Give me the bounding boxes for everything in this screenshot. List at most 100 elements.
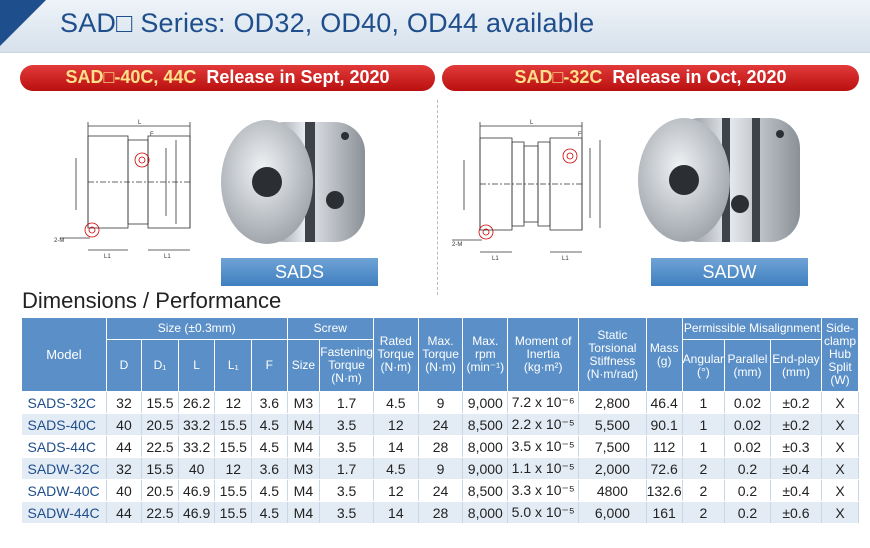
dimensions-performance-table: Model Size (±0.3mm) Screw Rated Torque (…	[21, 317, 859, 524]
col-d1: D₁	[141, 339, 179, 392]
col-endplay: End-play (mm)	[769, 339, 823, 392]
table-cell-side: X	[821, 391, 859, 414]
table-cell-inertia: 3.3 x 10⁻⁵	[507, 479, 580, 502]
table-cell-D1: 22.5	[141, 435, 179, 458]
table-cell-L1: 12	[214, 391, 253, 414]
table-cell-D: 32	[106, 457, 143, 480]
table-cell-size: M4	[287, 501, 321, 524]
col-size-group: Size (±0.3mm)	[105, 317, 288, 340]
table-cell-model: SADW-44C	[21, 501, 107, 524]
table-cell-rated: 12	[373, 413, 419, 436]
col-max-rpm: Max. rpm (min⁻¹)	[462, 317, 509, 392]
table-cell-mass: 132.6	[646, 479, 683, 502]
banner-release: Release in Sept, 2020	[206, 67, 390, 87]
table-cell-D: 32	[106, 391, 143, 414]
table-cell-max: 9	[418, 457, 464, 480]
table-cell-fasten: 1.7	[319, 457, 374, 480]
sadw-technical-drawing: L F 2-M L1 L1	[452, 120, 601, 262]
banner-model: SAD□-32C	[514, 67, 603, 87]
table-cell-end: ±0.2	[770, 391, 823, 414]
table-cell-fasten: 1.7	[319, 391, 374, 414]
table-cell-ang: 1	[682, 391, 726, 414]
table-cell-size: M4	[287, 413, 321, 436]
table-cell-L: 26.2	[178, 391, 216, 414]
table-cell-model: SADS-32C	[21, 391, 107, 414]
table-cell-L: 46.9	[178, 501, 216, 524]
table-cell-L: 40	[178, 457, 216, 480]
col-angular: Angular (°)	[681, 339, 726, 392]
table-cell-L: 33.2	[178, 413, 216, 436]
banner-release: Release in Oct, 2020	[612, 67, 787, 87]
table-cell-ang: 1	[682, 413, 726, 436]
table-cell-par: 0.2	[724, 457, 771, 480]
col-screw-size: Size	[286, 339, 321, 392]
page-header: SAD□ Series: OD32, OD40, OD44 available	[0, 0, 870, 53]
table-cell-rated: 14	[373, 501, 419, 524]
table-cell-F: 4.5	[251, 479, 288, 502]
screw-label: 2-M	[452, 242, 462, 248]
page-title: SAD□ Series: OD32, OD40, OD44 available	[60, 8, 595, 38]
table-cell-par: 0.2	[724, 479, 771, 502]
table-cell-inertia: 7.2 x 10⁻⁶	[507, 391, 580, 414]
table-cell-max: 28	[418, 435, 464, 458]
table-cell-stiff: 5,500	[578, 413, 647, 436]
table-cell-D: 40	[106, 479, 143, 502]
table-cell-end: ±0.2	[770, 413, 823, 436]
table-cell-rpm: 9,000	[462, 457, 509, 480]
col-side-clamp: Side-clamp Hub Split (W)	[821, 317, 859, 392]
dim-l1-label: L1	[104, 254, 111, 260]
banner-model: SAD□-40C, 44C	[65, 67, 197, 87]
table-cell-max: 24	[418, 479, 464, 502]
table-cell-end: ±0.4	[770, 479, 823, 502]
table-cell-L1: 15.5	[214, 435, 253, 458]
table-cell-rpm: 8,000	[462, 435, 509, 458]
table-cell-D1: 15.5	[141, 391, 179, 414]
header-corner-triangle	[0, 0, 46, 46]
table-cell-F: 3.6	[251, 391, 288, 414]
table-cell-rated: 14	[373, 435, 419, 458]
release-banner-right: SAD□-32C Release in Oct, 2020	[442, 65, 859, 91]
table-cell-size: M4	[287, 435, 321, 458]
table-body: SADS-32C 32 15.5 26.2 12 3.6 M3 1.7 4.5 9 9,000 7.2…	[21, 391, 859, 524]
product-label-sads: SADS	[221, 258, 378, 286]
table-cell-D1: 20.5	[141, 479, 179, 502]
col-parallel: Parallel (mm)	[724, 339, 771, 392]
table-row: SADS-40C 40 20.5 33.2 15.5 4.5 M4 3.5 12 24 8,500 2…	[21, 413, 859, 436]
table-row: SADS-32C 32 15.5 26.2 12 3.6 M3 1.7 4.5 9 9,000 7.2…	[21, 391, 859, 414]
table-cell-rated: 4.5	[373, 457, 419, 480]
table-cell-fasten: 3.5	[319, 435, 374, 458]
table-cell-rpm: 8,000	[462, 501, 509, 524]
sads-technical-drawing: L F 2-M L1 L1	[54, 120, 191, 260]
col-mass: Mass (g)	[645, 317, 683, 392]
table-cell-model: SADW-40C	[21, 479, 107, 502]
table-cell-L1: 15.5	[214, 501, 253, 524]
col-fastening-torque: Fastening Torque (N·m)	[319, 339, 374, 392]
table-cell-D: 40	[106, 413, 143, 436]
table-row: SADS-44C 44 22.5 33.2 15.5 4.5 M4 3.5 14 28 8,000 3…	[21, 435, 859, 458]
table-cell-par: 0.02	[724, 435, 771, 458]
table-cell-size: M3	[287, 457, 321, 480]
table-cell-size: M4	[287, 479, 321, 502]
table-cell-max: 28	[418, 501, 464, 524]
table-cell-F: 4.5	[251, 435, 288, 458]
dim-l-label: L	[530, 120, 534, 126]
col-l1: L₁	[214, 339, 253, 392]
col-f: F	[251, 339, 288, 392]
table-cell-F: 3.6	[251, 457, 288, 480]
table-cell-L1: 15.5	[214, 413, 253, 436]
table-cell-par: 0.02	[724, 391, 771, 414]
table-cell-D1: 20.5	[141, 413, 179, 436]
col-inertia: Moment of Inertia (kg·m²)	[507, 317, 580, 392]
col-max-torque: Max. Torque (N·m)	[417, 317, 464, 392]
table-cell-rpm: 8,500	[462, 413, 509, 436]
table-cell-L1: 15.5	[214, 479, 253, 502]
col-misalignment-group: Permissible Misalignment	[681, 317, 823, 340]
col-d: D	[105, 339, 143, 392]
table-cell-model: SADW-32C	[21, 457, 107, 480]
table-cell-side: X	[821, 435, 859, 458]
table-cell-side: X	[821, 413, 859, 436]
table-cell-inertia: 2.2 x 10⁻⁵	[507, 413, 580, 436]
table-cell-side: X	[821, 457, 859, 480]
col-stiffness: Static Torsional Stiffness (N·m/rad)	[578, 317, 647, 392]
dim-f-label: F	[150, 132, 154, 138]
